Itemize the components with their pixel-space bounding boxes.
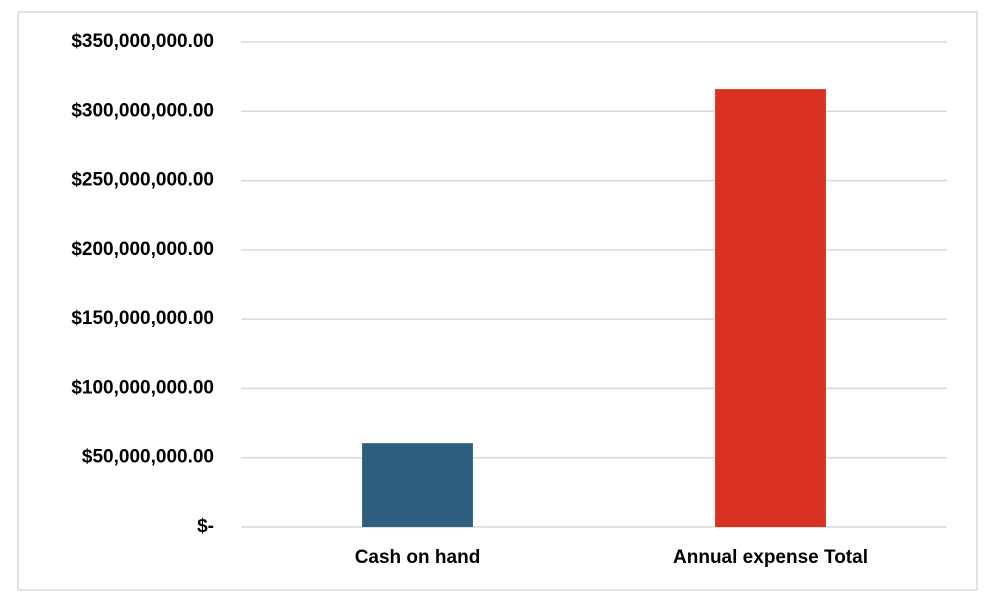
y-tick-label: $250,000,000.00 <box>71 170 214 191</box>
y-tick-label: $150,000,000.00 <box>71 308 214 329</box>
y-tick-label: $100,000,000.00 <box>71 377 214 398</box>
x-tick-label: Cash on hand <box>355 547 481 568</box>
y-tick-label: $200,000,000.00 <box>71 239 214 260</box>
y-tick-label: $50,000,000.00 <box>82 447 214 468</box>
bar <box>715 89 826 527</box>
chart-frame <box>17 11 978 591</box>
x-tick-label: Annual expense Total <box>673 547 868 568</box>
y-tick-label: $300,000,000.00 <box>71 100 214 121</box>
y-tick-label: $- <box>197 516 214 537</box>
bar <box>362 443 473 527</box>
y-tick-label: $350,000,000.00 <box>71 31 214 52</box>
